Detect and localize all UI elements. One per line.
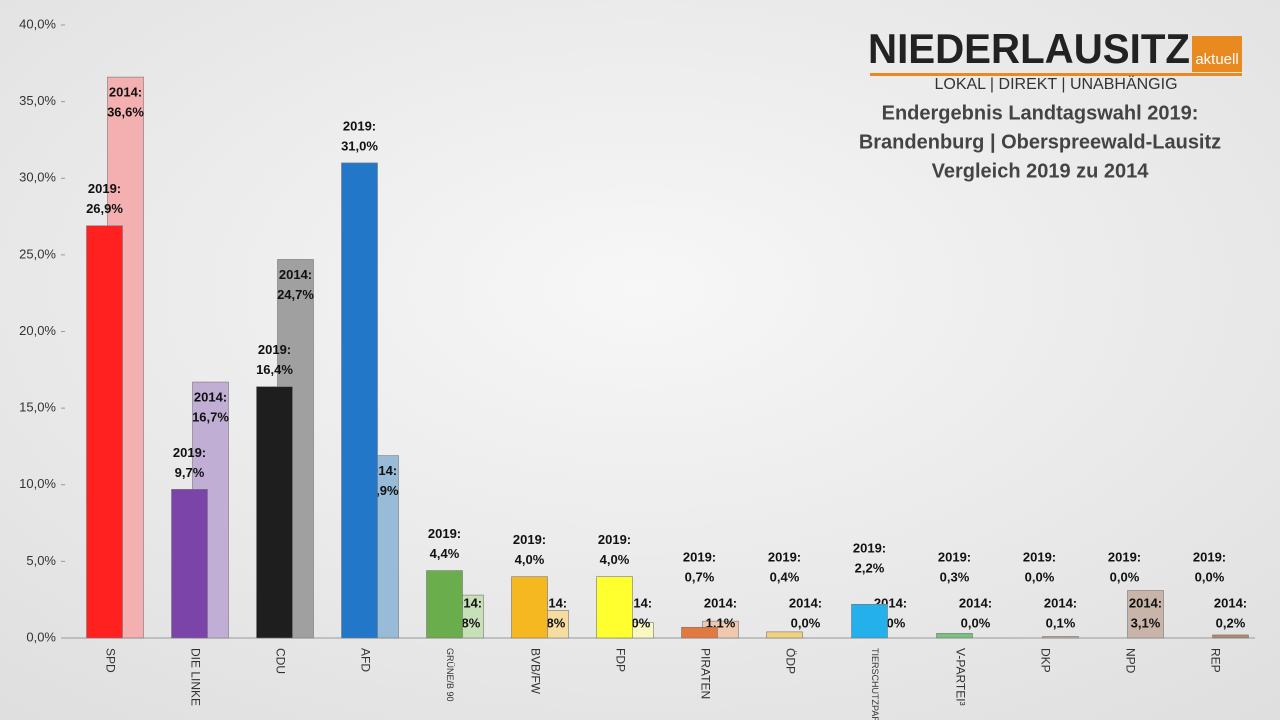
data-label-series: 2019: [173, 445, 206, 460]
x-tick-label: DIE LINKE [188, 648, 202, 706]
data-label: 36,6% [107, 105, 144, 120]
bar [426, 570, 463, 639]
data-label: 16,7% [192, 410, 229, 425]
x-tick-label: FDP [613, 648, 627, 672]
bar [766, 631, 803, 639]
data-label: 16,4% [256, 362, 293, 377]
data-label-series: 2014: [1044, 596, 1077, 611]
data-label-series: 2014: [1214, 596, 1247, 611]
data-label-series: 2019: [683, 550, 716, 565]
bar [86, 225, 123, 639]
bar [341, 162, 378, 639]
x-tick-label: CDU [273, 648, 287, 674]
logo-rule [870, 73, 1242, 76]
x-tick-label: REP [1208, 648, 1222, 673]
y-tick-label: 20,0% [19, 323, 56, 338]
data-label: 24,7% [277, 287, 314, 302]
bar [936, 633, 973, 639]
chart-title: Endergebnis Landtagswahl 2019: [882, 102, 1199, 124]
data-label: 0,0% [791, 616, 821, 631]
data-label-series: 2014: [789, 596, 822, 611]
x-tick-label: V-PARTEI³ [953, 648, 967, 706]
logo-name: NIEDERLAUSITZ [868, 25, 1190, 72]
logo-tag: aktuell [1195, 51, 1238, 68]
data-label-series: 2019: [598, 532, 631, 547]
y-tick-label: 10,0% [19, 476, 56, 491]
bar [1212, 634, 1249, 639]
data-label: 0,0% [1110, 570, 1140, 585]
data-label: 0,4% [770, 570, 800, 585]
y-tick-label: 15,0% [19, 400, 56, 415]
data-label: 0,7% [685, 570, 715, 585]
x-tick-label: DKP [1038, 648, 1052, 673]
data-label: 0,0% [1195, 570, 1225, 585]
data-label-series: 2019: [428, 526, 461, 541]
data-label-series: 2014: [194, 390, 227, 405]
y-tick-label: 40,0% [19, 16, 56, 31]
data-label: 0,3% [940, 570, 970, 585]
x-tick-label: TIERSCHUTZPARTEI [870, 648, 880, 720]
y-tick-label: 5,0% [26, 553, 56, 568]
data-label: 1,1% [706, 616, 736, 631]
data-label-series: 2019: [1023, 550, 1056, 565]
y-tick-label: 0,0% [26, 629, 56, 644]
data-label: 4,4% [430, 546, 460, 561]
y-tick-label: 25,0% [19, 246, 56, 261]
data-label: 31,0% [341, 138, 378, 153]
data-label-series: 2014: [959, 596, 992, 611]
bar [511, 576, 548, 639]
data-label-series: 2019: [1193, 550, 1226, 565]
logo-slogan: LOKAL | DIREKT | UNABHÄNGIG [934, 75, 1177, 93]
data-label: 0,2% [1216, 616, 1246, 631]
data-label: 0,0% [961, 616, 991, 631]
bar [1127, 590, 1164, 639]
data-label: 2,2% [855, 561, 885, 576]
data-label: 26,9% [86, 201, 123, 216]
x-tick-label: AFD [358, 648, 372, 672]
x-tick-label: PIRATEN [698, 648, 712, 699]
bar [681, 626, 718, 639]
bar [851, 603, 888, 639]
data-label-series: 2019: [1108, 550, 1141, 565]
bar [171, 489, 208, 639]
data-label-series: 2019: [513, 532, 546, 547]
data-label: 0,1% [1046, 616, 1076, 631]
bar [596, 576, 633, 639]
logo-tag-box [1192, 36, 1242, 72]
data-label: 9,7% [175, 465, 205, 480]
data-label-series: 2014: [1129, 596, 1162, 611]
data-label: 3,1% [1131, 616, 1161, 631]
bar [1042, 636, 1079, 639]
data-label: 4,0% [600, 552, 630, 567]
data-label: 0,0% [1025, 570, 1055, 585]
data-label-series: 2019: [768, 550, 801, 565]
x-tick-label: GRÜNE/B 90 [445, 648, 455, 702]
data-label-series: 2019: [88, 181, 121, 196]
x-tick-label: ÖDP [783, 648, 797, 674]
chart-title: Vergleich 2019 zu 2014 [932, 160, 1150, 182]
data-label-series: 2019: [938, 550, 971, 565]
data-label-series: 2019: [343, 118, 376, 133]
x-tick-label: NPD [1123, 648, 1137, 674]
data-label-series: 2014: [704, 596, 737, 611]
data-label-series: 2014: [279, 267, 312, 282]
data-label: 4,0% [515, 552, 545, 567]
y-tick-label: 30,0% [19, 170, 56, 185]
chart-title: Brandenburg | Oberspreewald-Lausitz [859, 131, 1221, 153]
x-tick-label: SPD [103, 648, 117, 673]
data-label-series: 2019: [853, 541, 886, 556]
x-tick-label: BVB/FW [528, 648, 542, 695]
data-label-series: 2019: [258, 342, 291, 357]
bar [256, 386, 293, 639]
y-tick-label: 35,0% [19, 93, 56, 108]
data-label-series: 2014: [109, 85, 142, 100]
